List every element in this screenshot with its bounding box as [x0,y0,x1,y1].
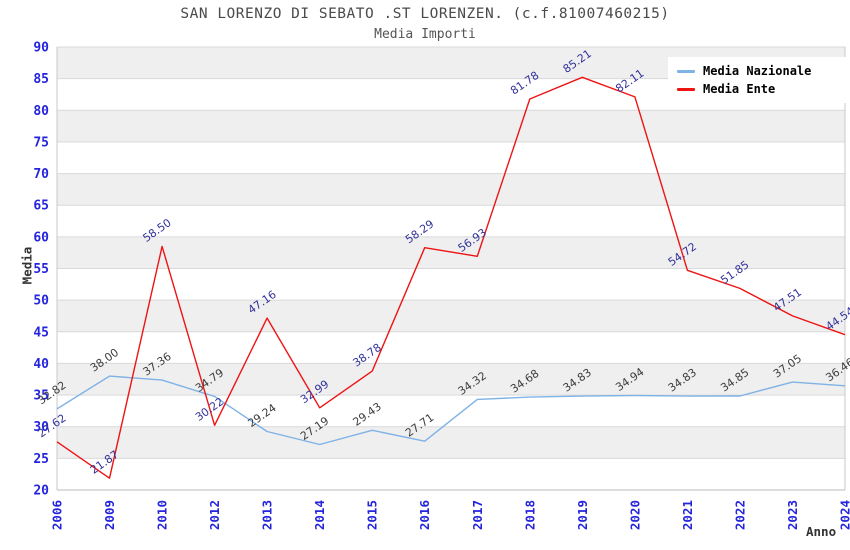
plot-band [57,300,845,332]
series-line [56,76,846,479]
red-line-swatch-icon [677,87,695,91]
y-tick-label: 90 [33,41,49,56]
y-tick-label: 85 [33,72,49,87]
legend-label-media-ente: Media Ente [703,82,776,96]
x-axis-title: Anno [806,524,837,539]
y-tick-label: 80 [33,104,49,119]
x-tick-label: 2012 [207,500,222,530]
plot-band [57,426,845,459]
x-tick-label: 2024 [838,500,850,530]
y-tick-label: 45 [33,325,49,340]
y-tick-label: 35 [33,389,49,404]
x-tick-label: 2019 [575,500,590,530]
x-tick-label: 2006 [50,500,65,530]
y-tick-label: 70 [33,167,49,182]
x-tick-label: 2013 [260,500,275,530]
legend-label-media-nazionale: Media Nazionale [703,64,812,78]
plot-band [57,173,845,206]
x-tick-label: 2010 [155,500,170,530]
x-tick-label: 2016 [417,500,432,530]
x-tick-label: 2018 [522,500,537,530]
x-tick-label: 2022 [732,500,747,530]
y-tick-label: 20 [33,484,49,499]
x-tick-label: 2020 [627,500,642,530]
x-tick-label: 2017 [470,500,485,530]
x-tick-label: 2009 [102,500,117,530]
point-value-label: 36.46 [823,356,850,385]
y-tick-label: 55 [33,262,49,277]
series-line [56,375,846,446]
y-tick-label: 75 [33,135,49,150]
x-tick-label: 2014 [312,500,327,530]
blue-line-swatch-icon [677,69,695,73]
chart-subtitle: Media Importi [374,27,476,42]
y-tick-label: 40 [33,357,49,372]
legend-item-media-ente: Media Ente [668,82,848,96]
y-tick-label: 65 [33,199,49,214]
x-tick-label: 2015 [365,500,380,530]
point-value-label: 30.22 [193,395,226,424]
y-tick-label: 50 [33,294,49,309]
x-tick-label: 2023 [785,500,800,530]
legend: Media Nazionale Media Ente [668,57,848,103]
point-value-label: 29.24 [245,401,278,430]
legend-item-media-nazionale: Media Nazionale [668,64,848,78]
y-tick-label: 30 [33,420,49,435]
y-tick-label: 60 [33,230,49,245]
y-axis-title: Media [19,246,35,285]
chart-title: SAN LORENZO DI SEBATO .ST LORENZEN. (c.f… [180,6,670,22]
plot-band [57,110,845,142]
y-tick-label: 25 [33,452,49,467]
plot-band [57,363,845,395]
point-value-label: 29.43 [351,400,384,429]
x-tick-label: 2021 [680,500,695,530]
